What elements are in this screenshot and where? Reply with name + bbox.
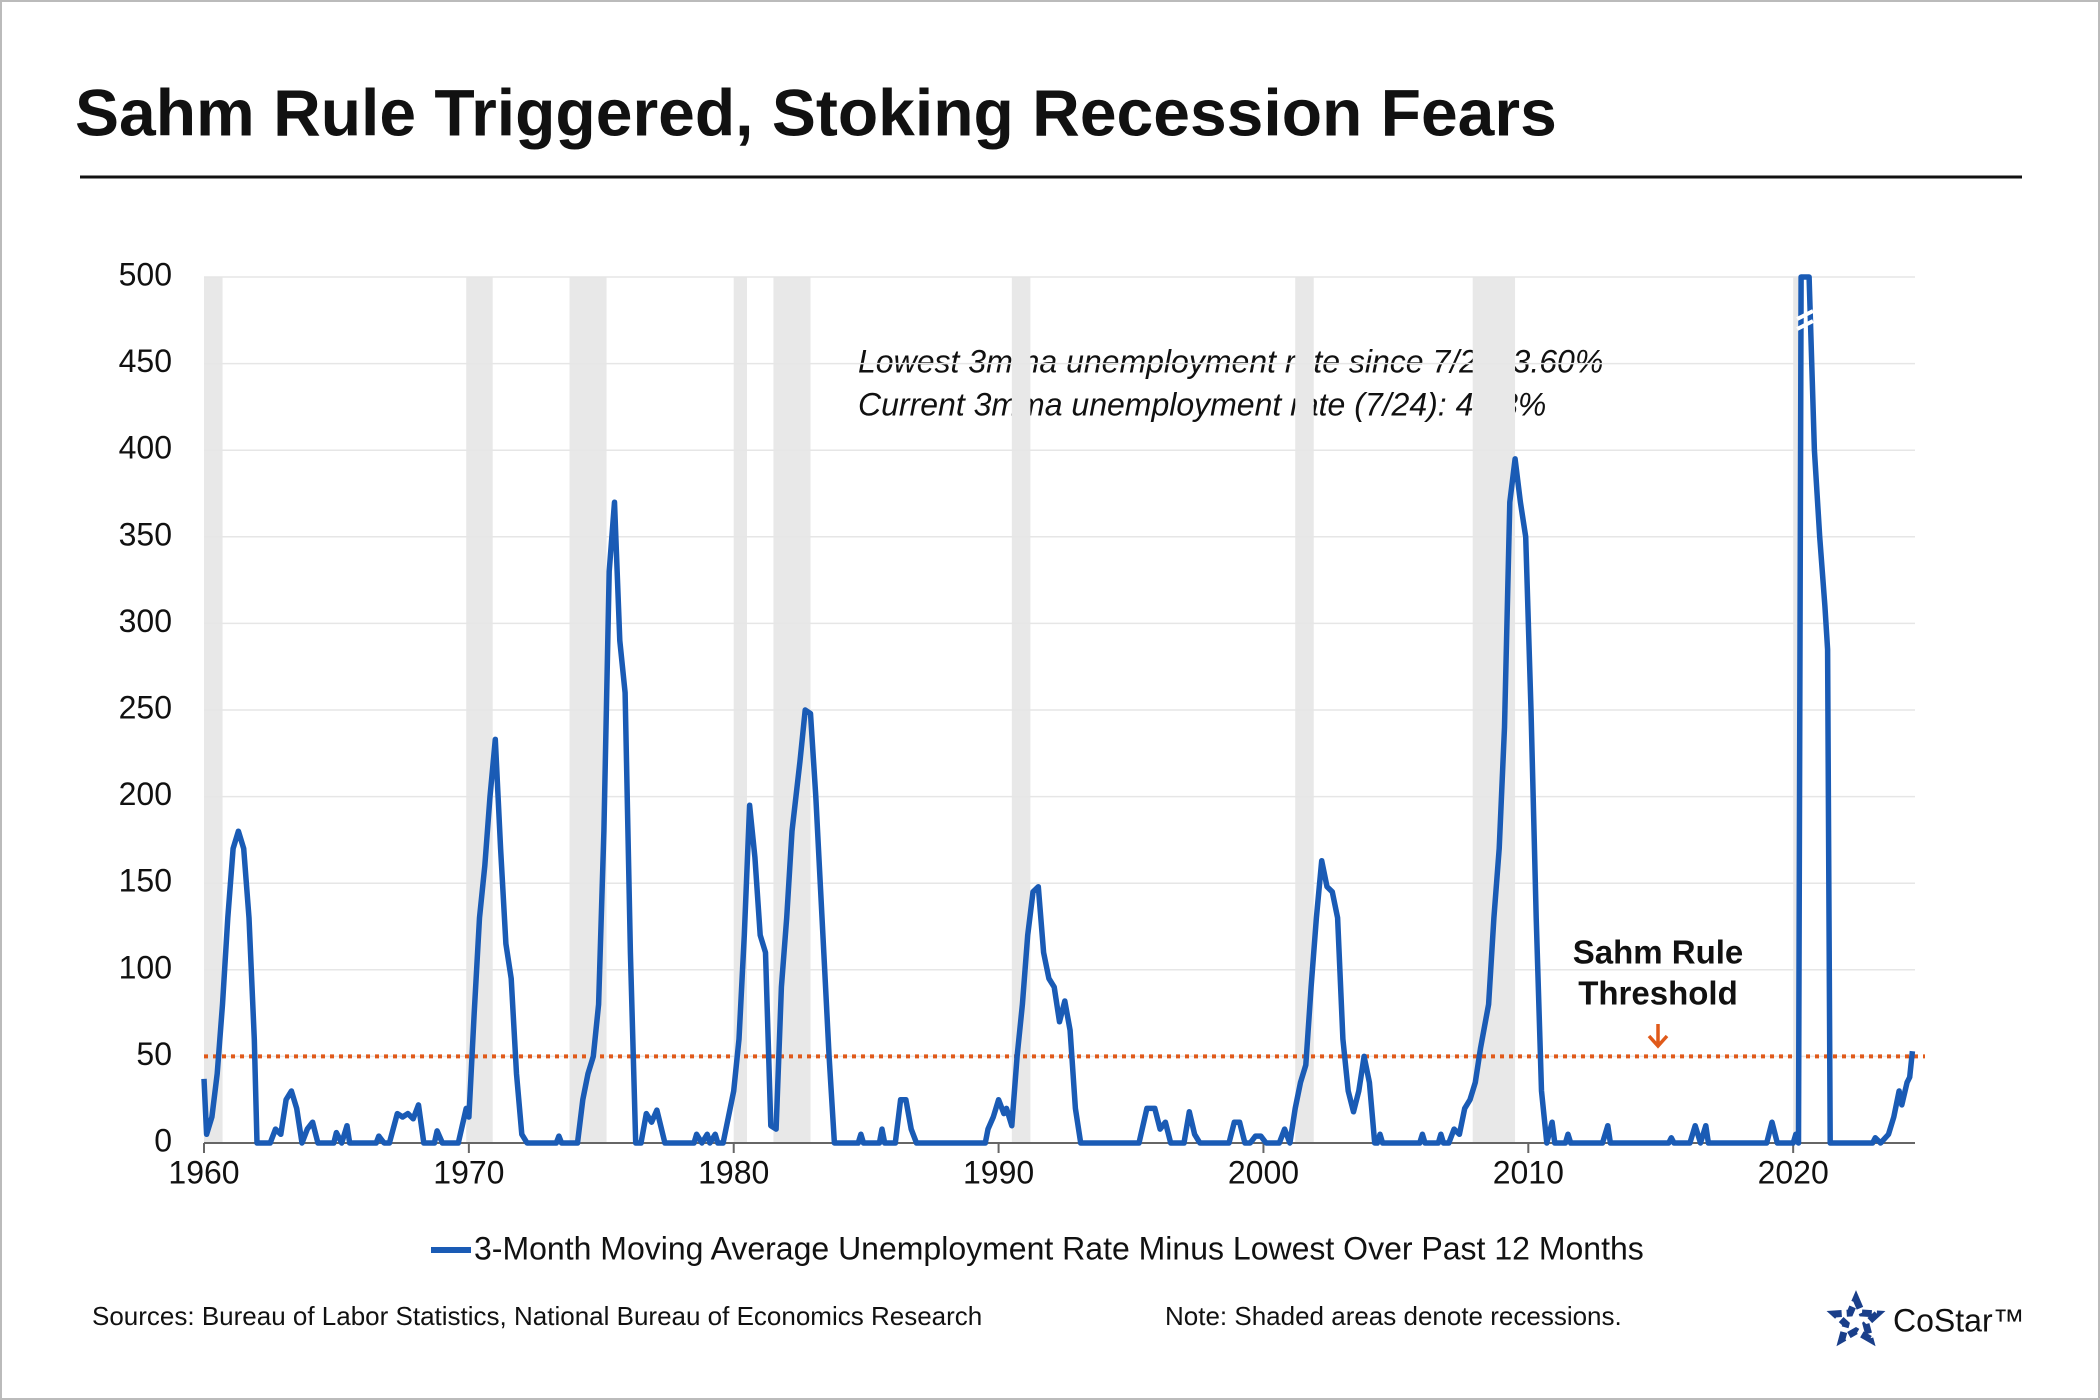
x-tick-label: 1970 (433, 1154, 504, 1190)
annotation: Current 3mma unemployment rate (7/24): 4… (858, 386, 1546, 422)
threshold-arrow (1647, 1024, 1669, 1049)
y-tick-label: 200 (119, 776, 172, 812)
chart-title: Sahm Rule Triggered, Stoking Recession F… (75, 75, 1557, 149)
y-tick-label: 450 (119, 343, 172, 379)
x-tick-label: 2020 (1758, 1154, 1829, 1190)
note: Note: Shaded areas denote recessions. (1165, 1301, 1622, 1331)
threshold-label: Sahm Rule (1573, 934, 1744, 971)
y-tick-label: 0 (154, 1122, 172, 1158)
x-tick-label: 2010 (1493, 1154, 1564, 1190)
threshold-label: Threshold (1578, 975, 1738, 1012)
y-tick-label: 100 (119, 949, 172, 985)
y-tick-label: 250 (119, 689, 172, 725)
logo-icon (1826, 1290, 1886, 1347)
legend-label: 3-Month Moving Average Unemployment Rate… (474, 1230, 1644, 1266)
y-tick-label: 150 (119, 863, 172, 899)
axis-break (1796, 309, 1814, 331)
series-line (201, 274, 1916, 1146)
y-tick-label: 350 (119, 516, 172, 552)
y-tick-label: 300 (119, 603, 172, 639)
logo: CoStar™ (1893, 1302, 2025, 1338)
x-tick-label: 1990 (963, 1154, 1034, 1190)
x-tick-label: 1960 (168, 1154, 239, 1190)
sources: Sources: Bureau of Labor Statistics, Nat… (92, 1301, 982, 1331)
y-tick-label: 50 (136, 1036, 172, 1072)
x-tick-label: 1980 (698, 1154, 769, 1190)
x-tick-label: 2000 (1228, 1154, 1299, 1190)
y-tick-label: 400 (119, 430, 172, 466)
y-tick-label: 500 (119, 256, 172, 292)
